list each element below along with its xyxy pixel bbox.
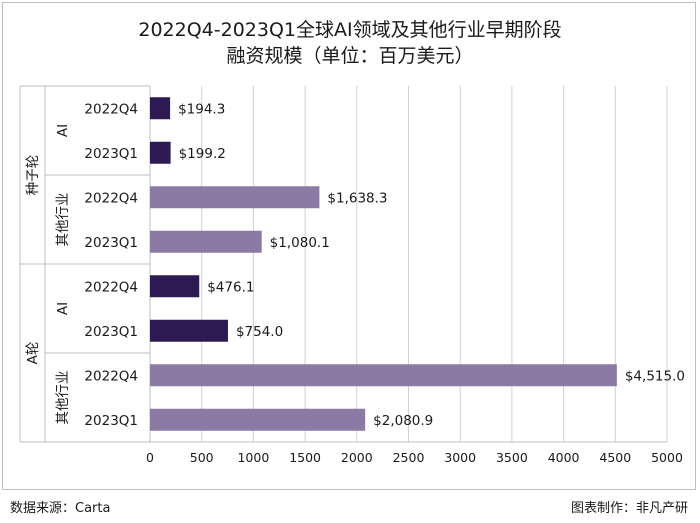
chart-title-line2: 融资规模（单位：百万美元） [226,45,474,67]
x-tick-label: 3000 [444,450,476,465]
x-tick-label: 2500 [393,450,425,465]
x-tick-label: 1500 [289,450,321,465]
bar-value-label: $2,080.9 [373,413,433,429]
subgroup-label: 其他行业 [55,371,71,425]
x-tick-label: 4500 [599,450,631,465]
bar [150,186,320,209]
bar-category-label: 2023Q1 [84,235,138,251]
bar [150,364,617,387]
bar-value-label: $476.1 [207,279,254,295]
bar-category-label: 2023Q1 [84,146,138,162]
bar [150,97,171,120]
chart-title-line1: 2022Q4-2023Q1全球AI领域及其他行业早期阶段 [138,19,562,41]
bar-category-label: 2023Q1 [84,324,138,340]
bar [150,275,200,298]
bar [150,408,366,431]
bar [150,230,262,253]
group-label: A轮 [25,342,41,365]
group-label: 种子轮 [25,155,41,196]
subgroup-label: 其他行业 [55,193,71,247]
bar-category-label: 2023Q1 [84,413,138,429]
data-source: 数据来源：Carta [10,501,111,516]
x-tick-label: 2000 [341,450,373,465]
x-tick-label: 0 [146,450,154,465]
chart-credit: 图表制作：非凡产研 [570,501,688,516]
x-tick-label: 1000 [237,450,269,465]
x-tick-label: 500 [190,450,214,465]
bar-value-label: $199.2 [179,146,226,162]
bar [150,141,171,164]
bar-category-label: 2022Q4 [84,101,138,117]
bar-value-label: $4,515.0 [625,368,685,384]
bar-value-label: $1,080.1 [270,235,330,251]
bar [150,319,228,342]
bar-value-label: $194.3 [178,101,225,117]
chart-frame [2,2,696,490]
bar-category-label: 2022Q4 [84,190,138,206]
subgroup-label: AI [55,124,71,137]
x-tick-label: 5000 [651,450,683,465]
x-tick-label: 3500 [496,450,528,465]
bar-category-label: 2022Q4 [84,279,138,295]
bar-value-label: $754.0 [236,324,283,340]
bar-chart: 0 500 1000 1500 2000 2500 3000 3500 4000 4500 5000… [19,85,685,465]
bar-value-label: $1,638.3 [327,190,387,206]
subgroup-label: AI [55,302,71,315]
x-tick-label: 4000 [548,450,580,465]
bar-category-label: 2022Q4 [84,368,138,384]
